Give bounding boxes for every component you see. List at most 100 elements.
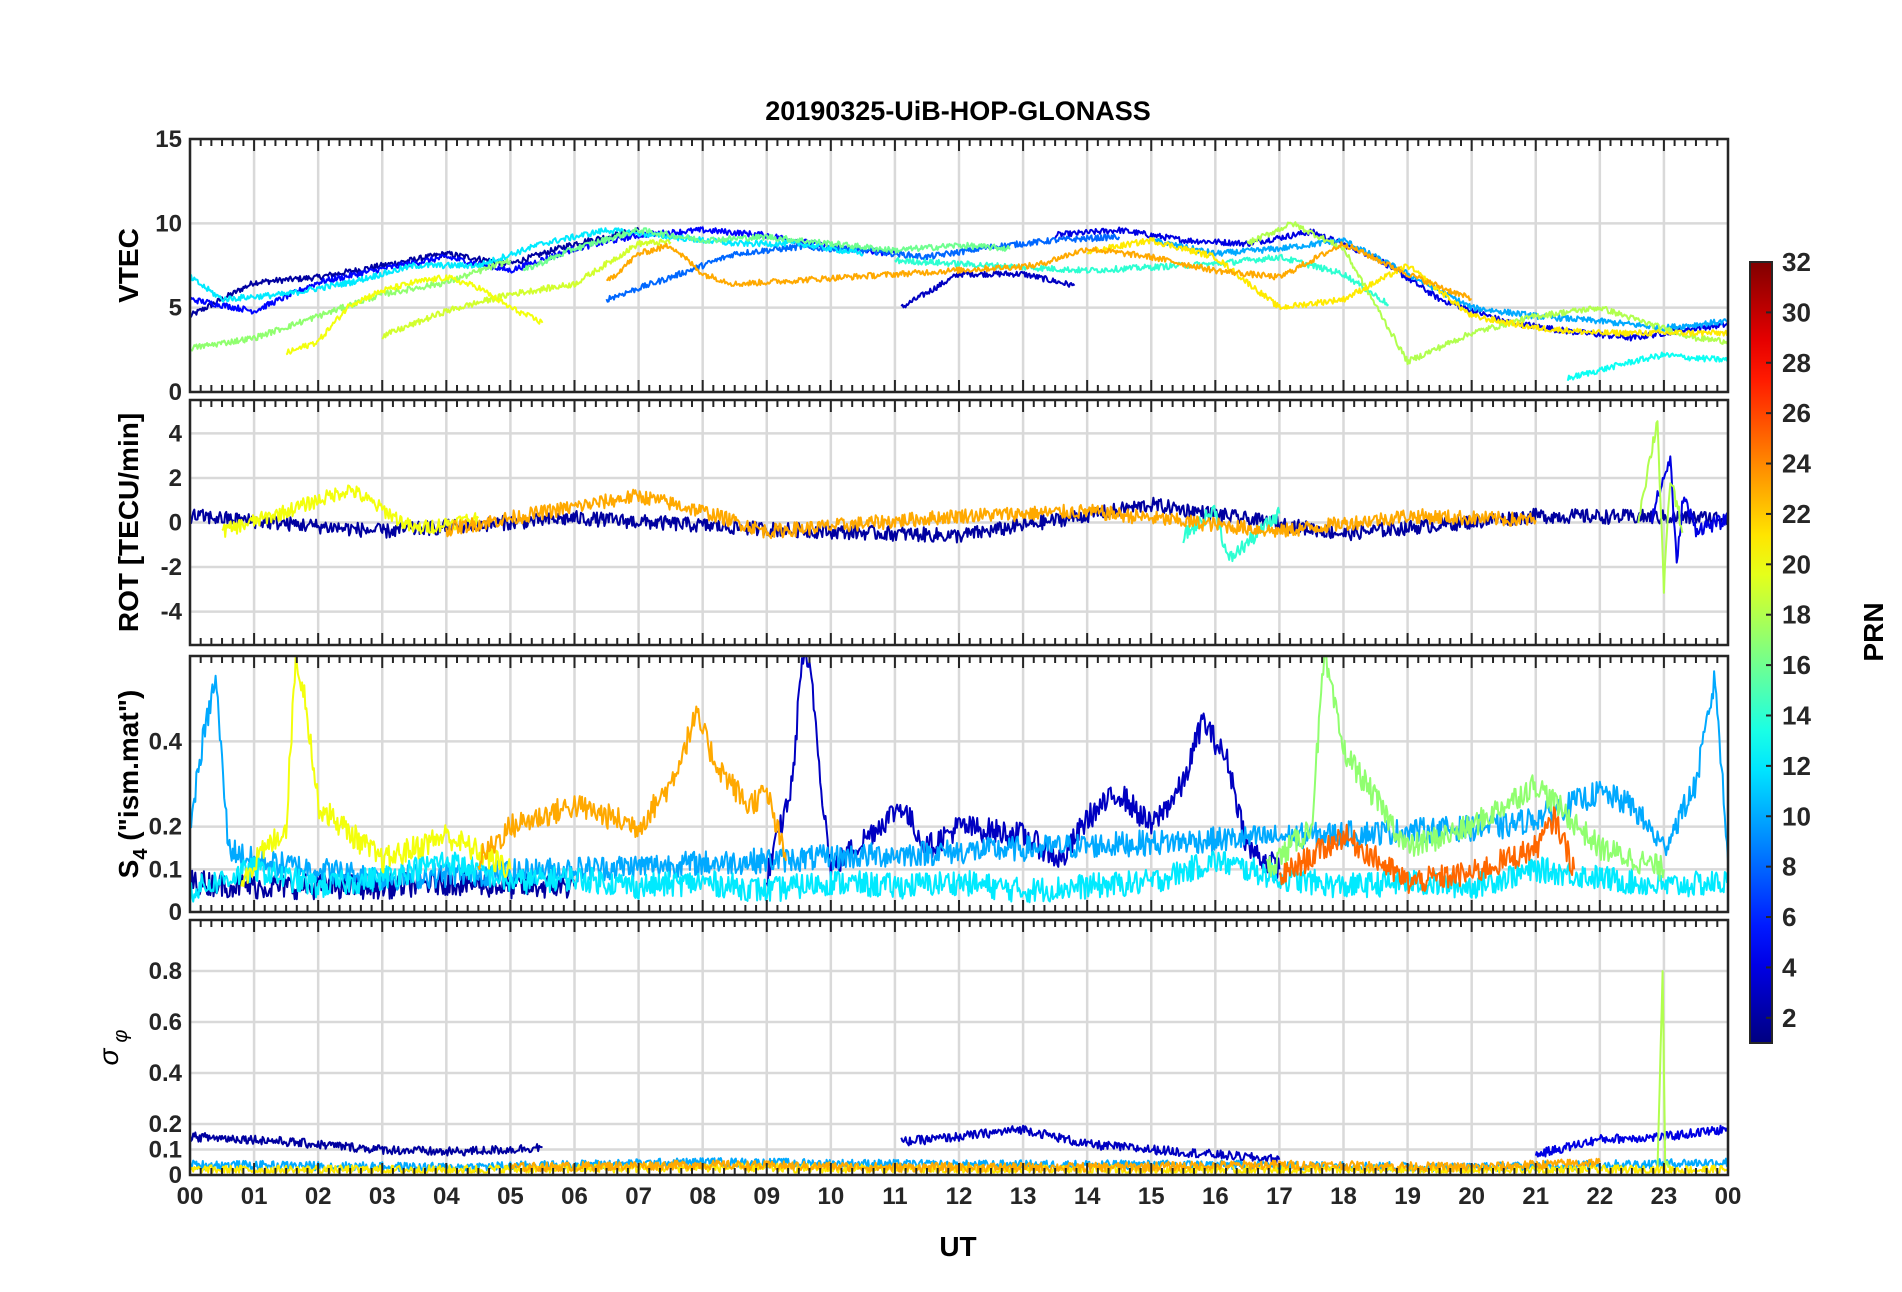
x-tick-label-20: 20 <box>1458 1183 1485 1210</box>
panel-vtec-series-prn-3 <box>900 270 1076 309</box>
x-tick-label-12: 12 <box>946 1183 973 1210</box>
colorbar-tick-label-7: 16 <box>1782 650 1811 680</box>
colorbar-label: PRN <box>1858 602 1889 661</box>
panel-sigma_phi-frame <box>188 918 1730 1177</box>
x-tick-label-5: 05 <box>497 1183 524 1210</box>
x-tick-label-1: 01 <box>241 1183 268 1210</box>
colorbar-tick-label-15: 32 <box>1782 247 1811 277</box>
x-tick-label-3: 03 <box>369 1183 396 1210</box>
panel-s4-ylabel: S4 ("ism.mat") <box>113 690 152 879</box>
x-tick-label-0: 00 <box>177 1183 204 1210</box>
x-tick-label-18: 18 <box>1330 1183 1357 1210</box>
panel-sigma_phi-ytick-label-2: 0.2 <box>149 1111 182 1138</box>
panel-rot-ytick-label-4: 4 <box>169 420 183 447</box>
x-tick-label-21: 21 <box>1522 1183 1549 1210</box>
panel-vtec-ytick-label-3: 15 <box>155 126 182 153</box>
panel-vtec-ytick-label-0: 0 <box>169 379 182 406</box>
panel-rot: -4 -2 0 2 4 ROT [TECU/min] <box>113 398 1730 647</box>
panel-s4-ytick-label-1: 0.1 <box>149 856 182 883</box>
panel-rot-ylabel: ROT [TECU/min] <box>113 413 144 632</box>
panel-s4-series-prn-20 <box>240 655 512 887</box>
x-tick-label-17: 17 <box>1266 1183 1293 1210</box>
colorbar-tick-label-11: 24 <box>1782 449 1811 479</box>
panel-rot-ytick-label-1: -2 <box>161 554 182 581</box>
panel-sigma_phi-ytick-label-5: 0.8 <box>149 958 182 985</box>
x-tick-label-6: 06 <box>561 1183 588 1210</box>
colorbar-tick-label-8: 18 <box>1782 600 1811 630</box>
colorbar-tick-label-10: 22 <box>1782 499 1811 529</box>
x-tick-label-24: 00 <box>1715 1183 1742 1210</box>
panel-vtec-ytick-label-1: 5 <box>169 295 182 322</box>
panel-vtec-series-prn-14 <box>894 253 1390 307</box>
panel-s4-series-prn-17 <box>1265 655 1665 881</box>
colorbar-tick-label-13: 28 <box>1782 348 1811 378</box>
panel-s4: 00.10.20.4S4 ("ism.mat") <box>113 654 1730 926</box>
panel-s4-ylabel-sub: 4 <box>130 848 152 860</box>
panel-sigma_phi-ylabel: σφ <box>93 1030 132 1066</box>
colorbar-tick-label-5: 12 <box>1782 751 1811 781</box>
panel-s4-series-prn-23 <box>477 705 787 870</box>
panel-vtec-series-prn-12 <box>189 227 864 303</box>
panel-rot-series-prn-2 <box>189 496 1729 544</box>
panel-s4-ytick-label-2: 0.2 <box>149 814 182 841</box>
x-tick-label-11: 11 <box>882 1183 907 1210</box>
x-tick-label-16: 16 <box>1202 1183 1229 1210</box>
x-tick-label-23: 23 <box>1651 1183 1678 1210</box>
panel-sigma_phi-series-prn-18 <box>1656 970 1672 1170</box>
panel-vtec-frame <box>188 137 1730 394</box>
panel-vtec-series-prn-23 <box>605 241 1472 302</box>
x-tick-label-8: 08 <box>689 1183 716 1210</box>
colorbar-tick-label-14: 30 <box>1782 297 1811 327</box>
panel-vtec-series-prn-19 <box>381 238 672 340</box>
panel-vtec-series-prn-8 <box>605 233 1121 303</box>
panel-rot-ytick-label-0: -4 <box>161 599 183 626</box>
chart-title: 20190325-UiB-HOP-GLONASS <box>765 96 1151 126</box>
panel-sigma_phi-ytick-label-4: 0.6 <box>149 1009 182 1036</box>
panel-vtec-series-prn-21 <box>1086 237 1729 337</box>
colorbar-tick-label-2: 6 <box>1782 902 1796 932</box>
colorbar-tick-label-12: 26 <box>1782 398 1811 428</box>
panel-rot-series-prn-18 <box>1637 420 1684 594</box>
panel-sigma_phi-series-prn-2 <box>189 1131 543 1157</box>
colorbar-tick-label-9: 20 <box>1782 549 1811 579</box>
panel-sigma_phi: 00.10.2 0.4 0.6 0.8 σφ <box>93 918 1730 1189</box>
colorbar-bar <box>1749 261 1773 1044</box>
colorbar-tick-label-0: 2 <box>1782 1003 1796 1033</box>
x-tick-label-9: 09 <box>753 1183 780 1210</box>
colorbar-tick-label-3: 8 <box>1782 852 1796 882</box>
panel-sigma_phi-series-prn-3 <box>900 1124 1281 1165</box>
panel-vtec-series-prn-18 <box>1246 221 1729 366</box>
panel-vtec: 0 5 10 15 VTEC <box>113 126 1730 406</box>
panel-rot-ytick-label-3: 2 <box>169 465 182 492</box>
x-tick-label-14: 14 <box>1074 1183 1101 1210</box>
panel-sigma_phi-series-prn-4 <box>1534 1124 1729 1158</box>
x-tick-label-13: 13 <box>1010 1183 1037 1210</box>
x-tick-label-4: 04 <box>433 1183 460 1210</box>
panel-s4-ylabel-rest: ("ism.mat") <box>113 690 144 849</box>
x-tick-label-22: 22 <box>1586 1183 1613 1210</box>
panel-rot-series-prn-20 <box>221 484 480 538</box>
panel-sigma_phi-ylabel-main: σ <box>93 1047 124 1065</box>
x-axis-label: UT <box>939 1231 976 1262</box>
panel-sigma_phi-ytick-label-1: 0.1 <box>149 1137 182 1164</box>
x-tick-label-7: 07 <box>625 1183 652 1210</box>
panel-vtec-series-prn-5 <box>189 226 896 315</box>
panel-s4-ytick-label-3: 0.4 <box>149 728 183 755</box>
colorbar-tick-label-6: 14 <box>1782 700 1811 730</box>
colorbar-tick-label-1: 4 <box>1782 952 1797 982</box>
panel-sigma_phi-ylabel-sub: φ <box>110 1030 132 1043</box>
panel-rot-series-prn-4 <box>1650 455 1729 564</box>
panel-sigma_phi-ytick-label-0: 0 <box>169 1162 182 1189</box>
x-axis: 00 01 02 03 04 05 06 07 08 09 10 11 12 13 14 15 16 17 18 19… <box>177 1183 1742 1210</box>
panel-s4-ytick-label-0: 0 <box>169 899 182 926</box>
panel-rot-frame <box>188 398 1730 647</box>
panel-s4-ylabel-main: S <box>113 860 144 879</box>
panel-sigma_phi-ytick-label-3: 0.4 <box>149 1060 183 1087</box>
panel-rot-series-prn-23 <box>445 488 1537 540</box>
panel-vtec-ytick-label-2: 10 <box>155 210 182 237</box>
panel-vtec-series-prn-2 <box>189 227 640 318</box>
x-tick-label-10: 10 <box>817 1183 844 1210</box>
